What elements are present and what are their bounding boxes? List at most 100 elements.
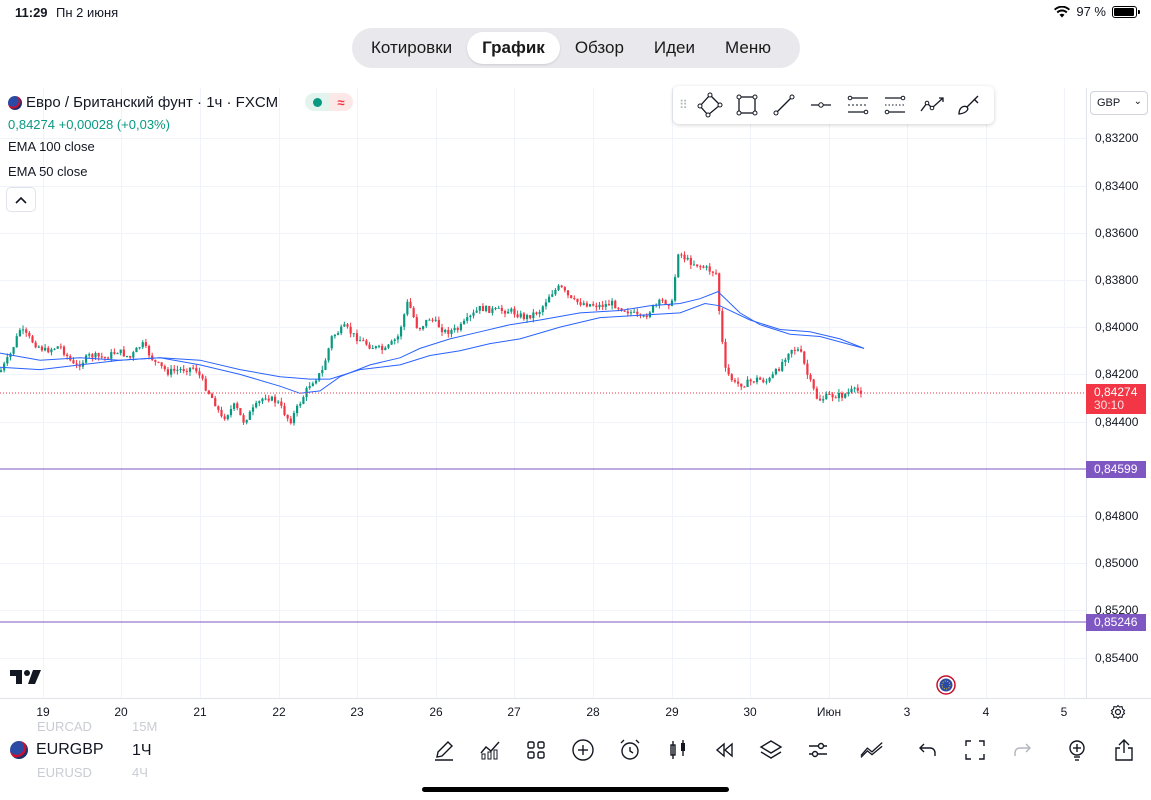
tab-quotes[interactable]: Котировки — [371, 38, 453, 57]
apps-grid-icon[interactable] — [524, 738, 548, 762]
drawing-toolbar: ⠿ — [673, 86, 994, 124]
share-icon[interactable] — [1112, 738, 1136, 762]
top-tab-bar: Котировки График Обзор Идеи Меню — [352, 28, 800, 68]
candle-body — [462, 320, 466, 324]
market-status-badges[interactable]: ≈ — [305, 93, 353, 111]
gridline — [0, 138, 1086, 139]
next-interval[interactable]: 4Ч — [132, 765, 148, 780]
candle-body — [485, 305, 488, 312]
candle-body — [47, 347, 50, 353]
parallel-channel-icon[interactable] — [839, 87, 876, 123]
market-open-badge[interactable] — [305, 93, 329, 111]
chart-plot-area[interactable] — [0, 88, 1086, 698]
time-axis[interactable] — [0, 698, 1151, 726]
candle-body — [809, 374, 812, 380]
candle-body — [658, 299, 661, 305]
horizontal-ray-icon[interactable] — [802, 87, 839, 123]
candle-body — [642, 315, 645, 317]
chart-settings-icon[interactable] — [1110, 704, 1126, 720]
candle-body — [674, 277, 677, 301]
replay-icon[interactable] — [712, 738, 736, 762]
drag-handle-icon[interactable]: ⠿ — [679, 98, 688, 112]
collapse-legend-button[interactable] — [6, 187, 36, 212]
candle-body — [573, 297, 576, 299]
legend-change: +0,00028 (+0,03%) — [58, 117, 170, 132]
candle-body — [138, 347, 141, 349]
alert-price-label-1[interactable]: 0,84599 — [1086, 461, 1146, 478]
indicators-icon[interactable] — [478, 738, 502, 762]
candle-body — [355, 333, 359, 342]
candle-body — [336, 333, 340, 335]
delayed-data-badge[interactable]: ≈ — [329, 93, 353, 111]
home-indicator[interactable] — [422, 787, 729, 792]
pencil-icon[interactable] — [432, 738, 456, 762]
candle-body — [28, 332, 31, 337]
next-symbol[interactable]: EURUSD — [37, 765, 92, 780]
previous-interval[interactable]: 15М — [132, 719, 158, 734]
candle-body — [25, 329, 28, 333]
polyline-icon[interactable] — [691, 87, 728, 123]
candle-body — [371, 348, 374, 350]
candle-body — [790, 349, 793, 354]
candle-body — [377, 345, 381, 347]
candle-body — [803, 351, 806, 364]
ema-50-line — [0, 291, 865, 394]
candle-body — [853, 387, 856, 389]
candle-body — [141, 342, 144, 348]
brush-icon[interactable] — [950, 87, 987, 123]
alert-price-label-2[interactable]: 0,85246 — [1086, 614, 1146, 631]
economic-event-icon[interactable] — [936, 675, 956, 695]
settings-sliders-icon[interactable] — [806, 738, 830, 762]
redo-icon[interactable] — [1010, 738, 1034, 762]
symbol-selector[interactable]: EURGBP — [10, 741, 104, 759]
indicator-ema-100[interactable]: EMA 100 close — [8, 139, 95, 154]
tradingview-logo-icon[interactable] — [10, 668, 42, 686]
tab-ideas[interactable]: Идеи — [653, 38, 696, 57]
candle-body — [299, 403, 302, 406]
candle-body — [201, 375, 204, 379]
compare-icon[interactable] — [860, 738, 884, 762]
candlestick-chart[interactable] — [0, 88, 1086, 698]
candle-body — [437, 319, 440, 328]
tab-overview[interactable]: Обзор — [574, 38, 624, 57]
currency-selector[interactable]: GBP ⌄ — [1090, 91, 1148, 115]
candle-body — [752, 381, 755, 383]
candle-body — [714, 272, 718, 274]
previous-symbol[interactable]: EURCAD — [37, 719, 92, 734]
candle-body — [314, 380, 318, 384]
bar-countdown: 30:10 — [1094, 398, 1125, 412]
layers-icon[interactable] — [759, 738, 783, 762]
interval-selector[interactable]: 1Ч — [132, 742, 152, 759]
gridline — [0, 516, 1086, 517]
candle-body — [592, 304, 595, 306]
candle-body — [570, 295, 573, 298]
indicator-ema-50[interactable]: EMA 50 close — [8, 164, 88, 179]
trend-line-icon[interactable] — [765, 87, 802, 123]
candle-body — [633, 311, 636, 313]
candle-body — [677, 254, 680, 278]
candle-body — [154, 359, 157, 362]
price-tick: 0,85000 — [1095, 556, 1139, 570]
candle-body — [399, 326, 403, 337]
alarm-icon[interactable] — [618, 738, 642, 762]
candle-body — [525, 315, 529, 320]
path-icon[interactable] — [913, 87, 950, 123]
idea-icon[interactable] — [1065, 738, 1089, 762]
candle-body — [727, 367, 730, 375]
fullscreen-icon[interactable] — [963, 738, 987, 762]
rectangle-icon[interactable] — [728, 87, 765, 123]
last-price-label[interactable]: 0,84274 30:10 — [1086, 384, 1146, 414]
tab-chart[interactable]: График — [467, 32, 560, 64]
candle-body — [179, 368, 182, 370]
candle-body — [132, 352, 135, 358]
candle-body — [749, 379, 752, 382]
undo-icon[interactable] — [916, 738, 940, 762]
candle-body — [469, 315, 472, 318]
regression-channel-icon[interactable] — [876, 87, 913, 123]
candle-body — [765, 381, 768, 383]
candles-icon[interactable] — [666, 738, 690, 762]
candle-body — [277, 401, 280, 403]
tab-menu[interactable]: Меню — [725, 38, 771, 57]
add-icon[interactable] — [571, 738, 595, 762]
symbol-legend[interactable]: Евро / Британский фунт · 1ч · FXCM — [8, 94, 278, 111]
